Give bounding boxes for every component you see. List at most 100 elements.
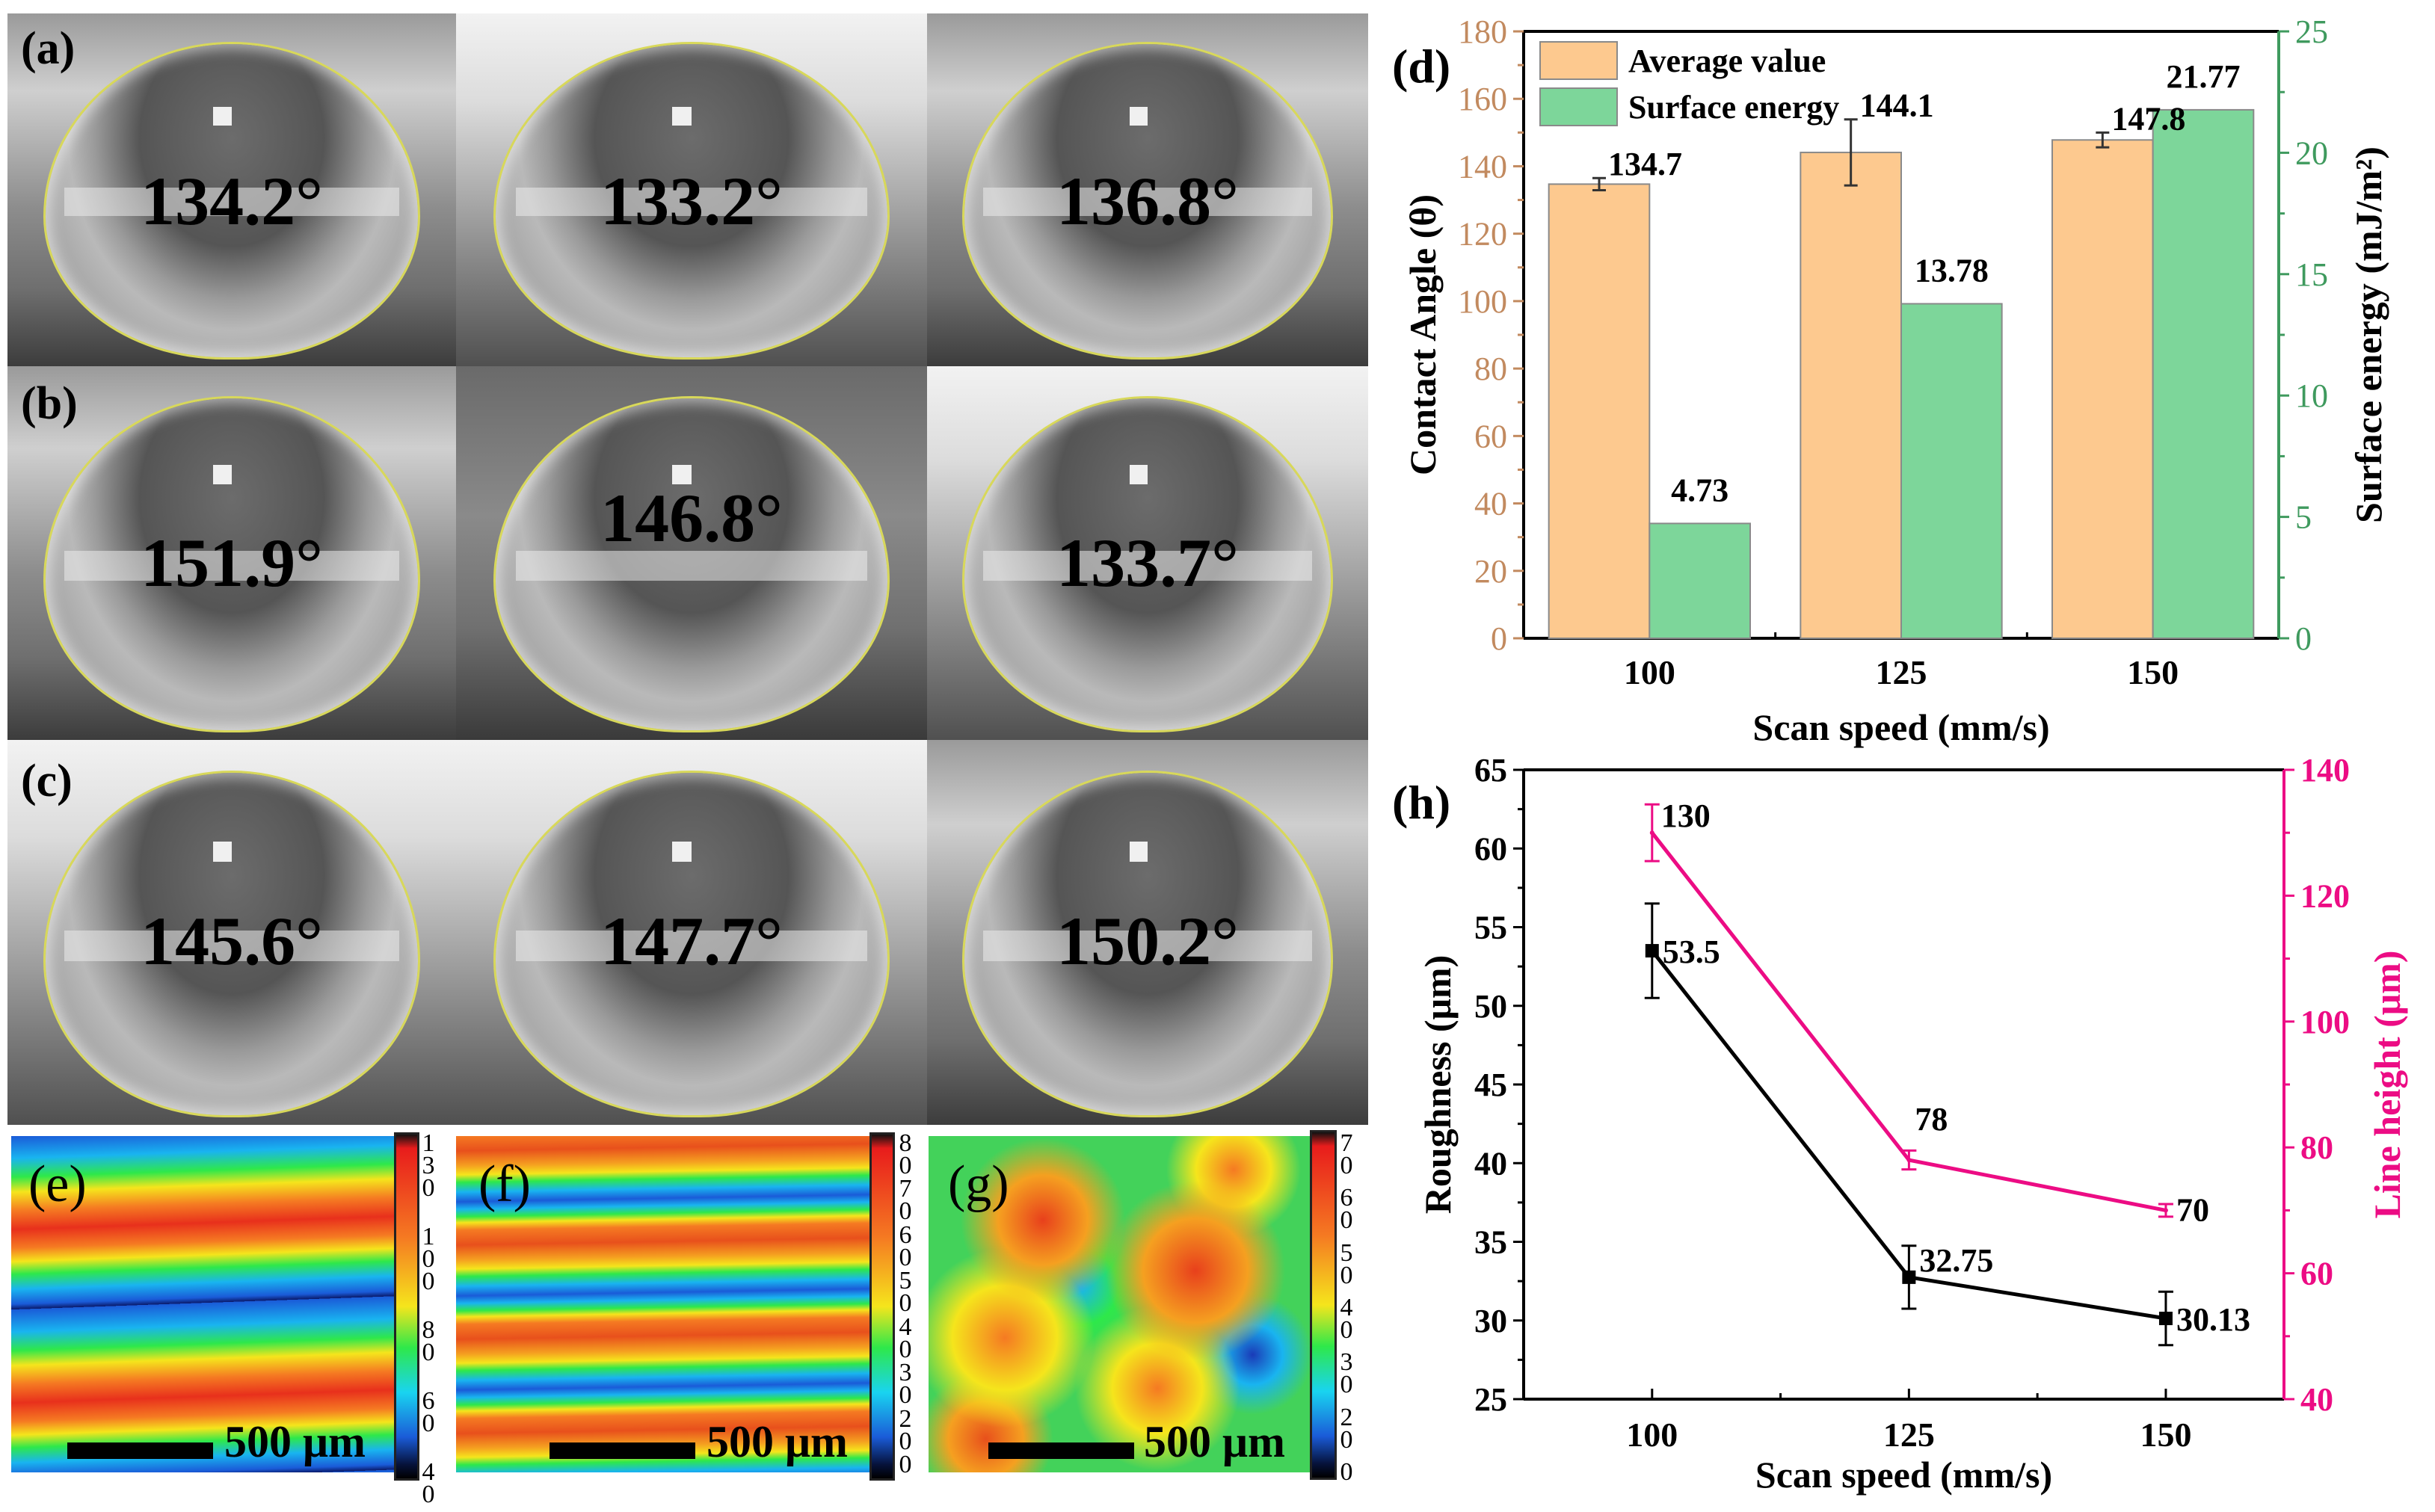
data-point-roughness: [1645, 944, 1659, 958]
y-tick-label: 55: [1474, 910, 1507, 946]
legend-label-surface-energy: Surface energy: [1628, 89, 1839, 126]
droplet-photo-b2: 146.8°: [456, 366, 927, 740]
data-label-surface-energy: 21.77: [2167, 58, 2241, 95]
droplet: [962, 41, 1333, 360]
y-right-tick-label: 100: [2300, 1004, 2350, 1040]
panel-label-b: (b): [21, 378, 78, 429]
data-label: 130: [1661, 797, 1711, 834]
y-right-axis-title: Line height (μm): [2366, 951, 2408, 1219]
colorbar-tick: 30: [1340, 1348, 1353, 1399]
contact-angle-value: 145.6°: [141, 903, 323, 980]
colorbar-tick: 60: [422, 1387, 435, 1437]
y-tick-label: 25: [1474, 1381, 1507, 1418]
y-right-tick-label: 0: [2295, 620, 2312, 657]
droplet-photo-a2: 133.2°: [456, 13, 927, 366]
y-right-tick-label: 60: [2300, 1256, 2333, 1292]
scale-bar: [67, 1442, 213, 1459]
bar-surface-energy: [2152, 108, 2255, 639]
x-tick-label: 100: [1624, 653, 1675, 691]
colorbar-g: [1310, 1130, 1337, 1480]
scale-bar-label: 500 μm: [1144, 1417, 1285, 1466]
y-tick-label: 80: [1474, 351, 1507, 387]
bar-surface-energy: [1900, 303, 2003, 639]
colorbar-tick: 70: [1340, 1129, 1353, 1179]
y-tick-label: 65: [1474, 752, 1507, 789]
y-tick-label: 60: [1474, 830, 1507, 867]
colorbar-ticks-e: 130 100 80 60 40: [420, 1131, 437, 1508]
y-tick-label: 40: [1474, 486, 1507, 522]
droplet-photo-c3: 150.2°: [927, 740, 1368, 1125]
contact-angle-value: 134.2°: [141, 163, 323, 240]
data-label: 78: [1915, 1101, 1948, 1138]
data-point-roughness: [2158, 1312, 2173, 1326]
bar-average-value: [2051, 139, 2154, 640]
colorbar-tick: 80: [899, 1129, 912, 1179]
contact-angle-value: 146.8°: [600, 480, 783, 556]
colorbar-f: [869, 1132, 895, 1481]
colorbar-tick: 80: [422, 1316, 435, 1366]
y-tick-label: 180: [1458, 13, 1507, 50]
contact-angle-value: 133.2°: [600, 163, 783, 240]
scale-bar-label: 500 μm: [707, 1417, 848, 1466]
y-right-tick-label: 140: [2300, 752, 2350, 789]
panel-label-a: (a): [21, 23, 76, 74]
y-right-tick-label: 25: [2295, 13, 2328, 50]
y-right-tick-label: 20: [2295, 135, 2328, 171]
data-label-average: 147.8: [2111, 100, 2185, 137]
contact-angle-value: 147.7°: [600, 903, 783, 980]
droplet: [962, 771, 1333, 1117]
droplet-photo-b3: 133.7°: [927, 366, 1368, 740]
y-tick-label: 120: [1458, 216, 1507, 253]
data-label-average: 144.1: [1860, 87, 1934, 124]
colorbar-e: [394, 1132, 419, 1481]
height-map-g: [929, 1136, 1310, 1472]
data-point-line-height: [1906, 1158, 1912, 1163]
data-label: 53.5: [1663, 934, 1720, 970]
contact-angle-value: 151.9°: [141, 525, 323, 601]
colorbar-tick: 50: [1340, 1238, 1353, 1289]
x-tick-label: 150: [2127, 653, 2179, 691]
y-tick-label: 30: [1474, 1303, 1507, 1339]
colorbar-tick: 40: [899, 1312, 912, 1363]
scale-bar-label: 500 μm: [224, 1417, 366, 1466]
colorbar-tick: 60: [1340, 1184, 1353, 1235]
droplet-photo-b1: 151.9°: [7, 366, 456, 740]
y-tick-label: 45: [1474, 1067, 1507, 1103]
contact-angle-value: 136.8°: [1056, 163, 1239, 240]
x-tick-label: 125: [1883, 1416, 1935, 1454]
droplet-photo-a3: 136.8°: [927, 13, 1368, 366]
colorbar-tick: 0: [1340, 1457, 1353, 1486]
legend-swatch-surface-energy: [1539, 87, 1618, 126]
colorbar-tick: 60: [899, 1221, 912, 1271]
y-tick-label: 35: [1474, 1224, 1507, 1261]
panel-label-e: (e): [28, 1155, 87, 1213]
x-tick-label: 125: [1876, 653, 1927, 691]
droplet: [493, 771, 890, 1117]
colorbar-ticks-f: 80 70 60 50 40 30 20 0: [897, 1129, 914, 1478]
colorbar-tick: 30: [899, 1359, 912, 1410]
panel-label-c: (c): [21, 756, 73, 806]
droplet-photo-c1: 145.6°: [7, 740, 456, 1125]
data-label-surface-energy: 13.78: [1915, 252, 1989, 288]
colorbar-tick: 50: [899, 1267, 912, 1318]
bar-surface-energy: [1649, 522, 1752, 640]
panel-label-g: (g): [948, 1155, 1009, 1213]
height-map-e: [11, 1136, 396, 1472]
panel-label: (d): [1392, 40, 1450, 93]
droplet: [493, 396, 890, 732]
droplet: [962, 396, 1333, 732]
legend-label-average: Average value: [1628, 43, 1826, 79]
y-axis-title: Roughness (μm): [1417, 955, 1459, 1214]
colorbar-tick: 100: [422, 1223, 435, 1295]
contact-angle-value: 133.7°: [1056, 525, 1239, 601]
scale-bar: [988, 1442, 1134, 1459]
x-axis-title: Scan speed (mm/s): [1755, 1454, 2052, 1496]
data-point-line-height: [2163, 1208, 2168, 1213]
y-right-axis-title: Surface energy (mJ/m²): [2348, 146, 2389, 523]
colorbar-tick: 40: [422, 1458, 435, 1508]
y-right-tick-label: 15: [2295, 256, 2328, 293]
droplet: [43, 771, 420, 1117]
colorbar-tick: 0: [899, 1450, 912, 1478]
data-label-surface-energy: 4.73: [1671, 472, 1728, 508]
droplet: [43, 41, 420, 360]
